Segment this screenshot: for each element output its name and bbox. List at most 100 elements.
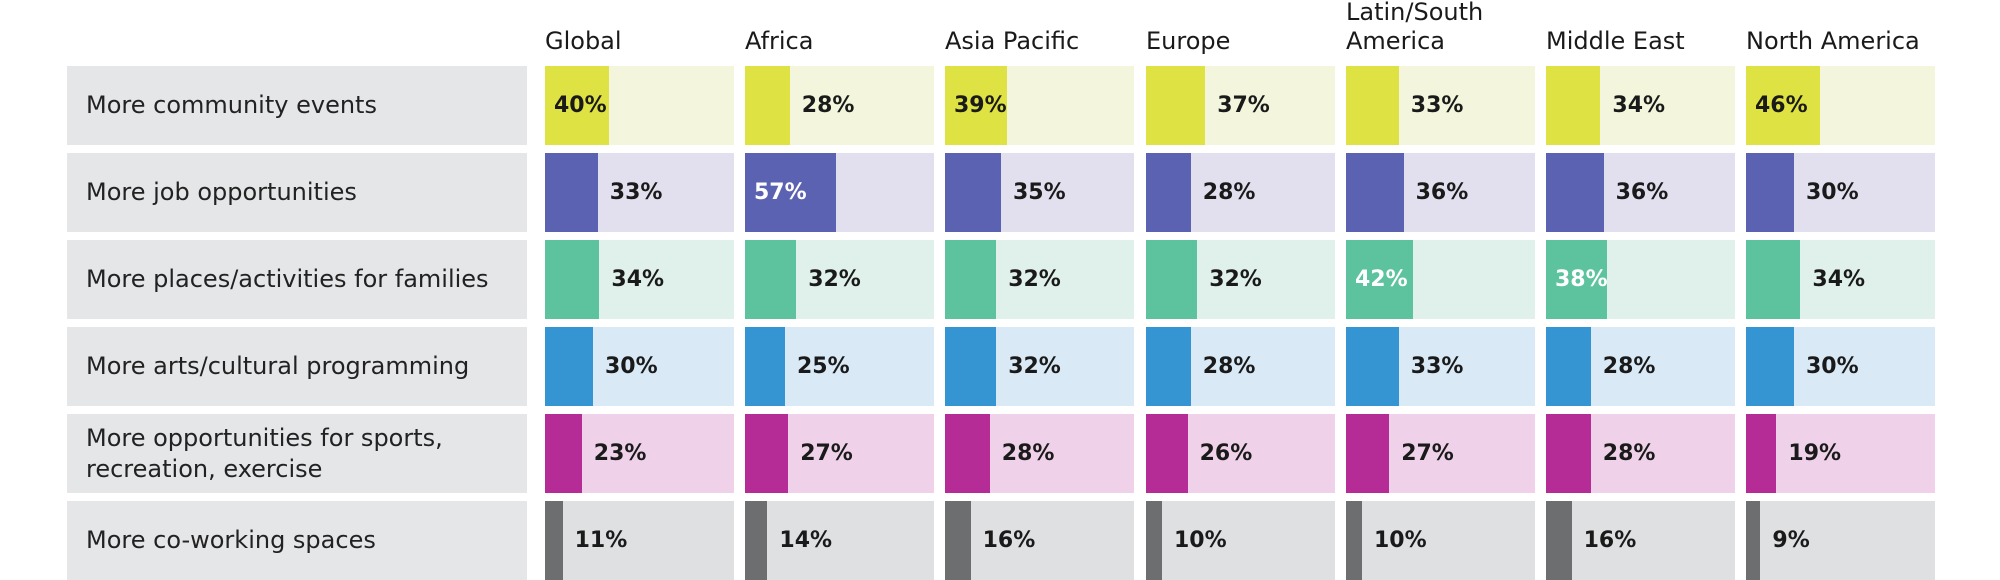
data-label: 11% <box>574 528 628 553</box>
data-label: 28% <box>1202 354 1256 379</box>
bar <box>545 327 593 406</box>
data-label: 40% <box>554 93 607 118</box>
data-label: 34% <box>1612 93 1666 118</box>
bar <box>1546 414 1591 493</box>
column-header: Asia Pacific <box>945 27 1080 55</box>
data-label: 32% <box>1008 354 1061 379</box>
data-label: 33% <box>1410 93 1464 118</box>
data-label: 28% <box>1202 180 1256 205</box>
data-label: 26% <box>1199 441 1253 466</box>
bar <box>1146 501 1162 580</box>
bar <box>1746 501 1761 580</box>
bar <box>745 66 790 145</box>
data-label: 19% <box>1788 441 1842 466</box>
bar <box>1346 240 1414 319</box>
data-label: 16% <box>1583 528 1637 553</box>
data-label: 38% <box>1555 267 1608 292</box>
cell-background <box>1746 414 1935 493</box>
data-label: 28% <box>1602 441 1656 466</box>
column-header: North America <box>1746 27 1920 55</box>
data-label: 33% <box>609 180 663 205</box>
cell-background <box>1746 501 1935 580</box>
bar <box>945 153 1001 232</box>
bar <box>545 501 563 580</box>
bar <box>1146 240 1198 319</box>
cell-background <box>745 501 934 580</box>
column-header: Latin/South America <box>1346 0 1484 55</box>
data-label: 25% <box>797 354 850 379</box>
cell-background <box>945 501 1134 580</box>
bar <box>1146 327 1191 406</box>
data-label: 30% <box>605 354 658 379</box>
bar <box>1146 153 1191 232</box>
row-label: More opportunities for sports, recreatio… <box>67 414 527 493</box>
bar <box>945 501 971 580</box>
bar <box>545 153 598 232</box>
bar <box>1746 414 1777 493</box>
data-label: 32% <box>1008 267 1061 292</box>
bar <box>545 414 582 493</box>
bar <box>945 414 990 493</box>
column-header: Middle East <box>1546 27 1685 55</box>
bar <box>745 414 789 493</box>
bar <box>1346 501 1362 580</box>
bar <box>745 327 785 406</box>
bar <box>1146 414 1188 493</box>
bar <box>1146 66 1206 145</box>
data-label: 32% <box>1209 267 1262 292</box>
column-header: Europe <box>1146 27 1231 55</box>
bar <box>1346 327 1399 406</box>
bar <box>1546 153 1604 232</box>
data-label: 35% <box>1013 180 1066 205</box>
data-label: 46% <box>1755 93 1808 118</box>
data-label: 39% <box>954 93 1007 118</box>
bar <box>1346 153 1404 232</box>
bar <box>1546 240 1607 319</box>
cell-background <box>1546 501 1735 580</box>
bar <box>1546 66 1601 145</box>
data-label: 36% <box>1615 180 1669 205</box>
bar <box>745 153 837 232</box>
column-header: Africa <box>745 27 814 55</box>
data-label: 34% <box>1812 267 1866 292</box>
row-label: More community events <box>67 66 527 145</box>
bar <box>545 240 600 319</box>
data-label: 10% <box>1174 528 1227 553</box>
bar <box>945 327 997 406</box>
data-label: 23% <box>593 441 647 466</box>
row-label: More places/activities for families <box>67 240 527 319</box>
data-label: 28% <box>801 93 855 118</box>
bar <box>545 66 609 145</box>
bar <box>1346 66 1399 145</box>
data-label: 42% <box>1355 267 1408 292</box>
cell-background <box>545 501 734 580</box>
bar <box>745 501 768 580</box>
bar <box>1746 240 1801 319</box>
data-label: 30% <box>1806 354 1859 379</box>
data-label: 57% <box>754 180 807 205</box>
data-label: 27% <box>1401 441 1454 466</box>
bar <box>945 240 997 319</box>
data-label: 33% <box>1410 354 1464 379</box>
row-label: More arts/cultural programming <box>67 327 527 406</box>
data-label: 10% <box>1374 528 1427 553</box>
bar <box>1546 501 1572 580</box>
bar <box>945 66 1008 145</box>
row-label: More co-working spaces <box>67 501 527 580</box>
bar <box>1746 327 1794 406</box>
data-label: 34% <box>611 267 665 292</box>
bar <box>745 240 797 319</box>
row-label: More job opportunities <box>67 153 527 232</box>
data-label: 30% <box>1806 180 1859 205</box>
cell-background <box>1146 501 1335 580</box>
data-label: 36% <box>1415 180 1469 205</box>
data-label: 16% <box>982 528 1036 553</box>
column-header: Global <box>545 27 622 55</box>
data-label: 27% <box>800 441 853 466</box>
bar <box>1546 327 1591 406</box>
data-label: 37% <box>1217 93 1270 118</box>
cell-background <box>1346 501 1535 580</box>
data-label: 9% <box>1772 528 1810 553</box>
data-label: 28% <box>1001 441 1055 466</box>
